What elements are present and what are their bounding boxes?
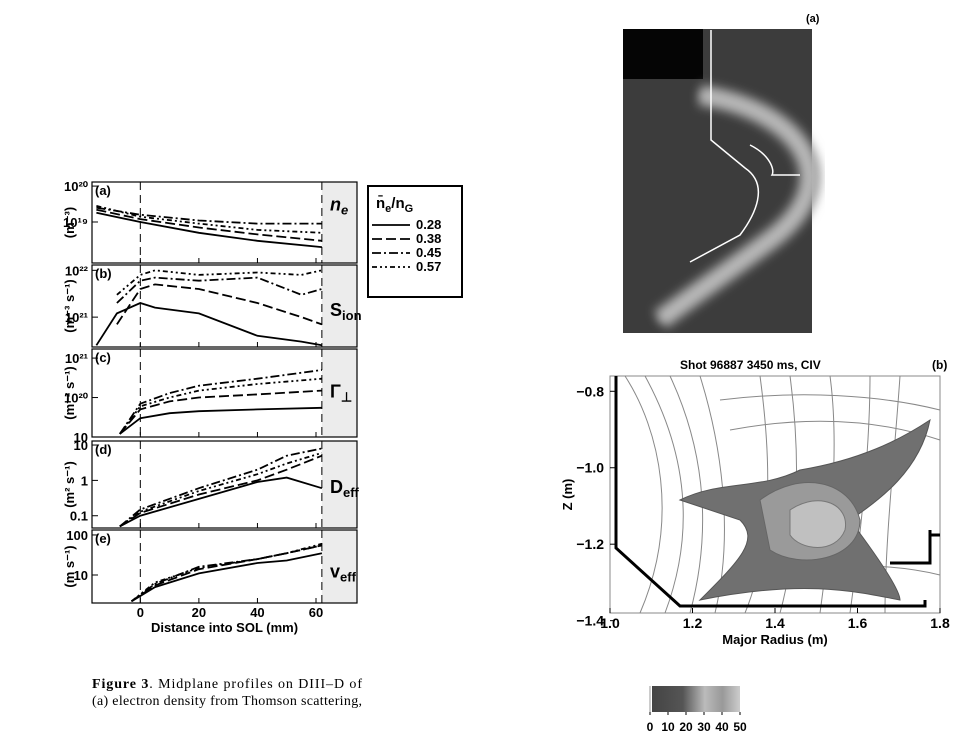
x-tick-label: 1.6 bbox=[848, 615, 868, 631]
quantity-label-main: n bbox=[330, 194, 341, 214]
y-tick-label: −1.2 bbox=[576, 536, 604, 552]
y-tick-label: 0.1 bbox=[70, 509, 88, 524]
x-tick-label: 1.4 bbox=[765, 615, 785, 631]
y-axis-label: (m s⁻¹) bbox=[62, 545, 77, 587]
panel-label: (e) bbox=[95, 531, 111, 546]
series-line bbox=[96, 210, 322, 241]
series-line bbox=[120, 453, 322, 527]
legend-title-main: /n bbox=[391, 195, 404, 212]
y-axis-label: (m⁻³ s⁻¹) bbox=[62, 279, 77, 332]
colorbar-label: 10 bbox=[661, 720, 675, 734]
series-line bbox=[117, 278, 322, 303]
series-line bbox=[120, 370, 322, 434]
quantity-label-sub: e bbox=[341, 202, 348, 217]
y-tick-label: −0.8 bbox=[576, 383, 604, 399]
x-tick-label: 60 bbox=[309, 605, 323, 620]
quantity-label-main: Γ bbox=[330, 381, 341, 401]
quantity-label-sub: eff bbox=[343, 485, 360, 500]
x-tick-label: 1.2 bbox=[683, 615, 703, 631]
y-tick-label: 10²² bbox=[65, 263, 89, 278]
x-tick-label: 0 bbox=[137, 605, 144, 620]
panel-label: (b) bbox=[95, 266, 112, 281]
colorbar-label: 30 bbox=[697, 720, 711, 734]
quantity-label-main: v bbox=[330, 561, 340, 581]
y-axis-label: (m⁻³) bbox=[62, 207, 77, 238]
y-axis-label: (m⁻² s⁻¹) bbox=[62, 366, 77, 419]
series-line bbox=[132, 545, 322, 601]
series-line bbox=[120, 391, 322, 434]
caption-line: (a) electron density from Thomson scatte… bbox=[92, 694, 362, 709]
colorbar-label: 40 bbox=[715, 720, 729, 734]
legend-label: 0.57 bbox=[416, 259, 441, 274]
colorbar-label: 20 bbox=[679, 720, 693, 734]
quantity-label-main: D bbox=[330, 477, 343, 497]
y-tick-label: 10²¹ bbox=[65, 351, 88, 366]
x-tick-label: 20 bbox=[192, 605, 206, 620]
quantity-label-sub: eff bbox=[340, 569, 357, 584]
x-axis-label: Distance into SOL (mm) bbox=[151, 620, 298, 635]
y-axis-label: (m² s⁻¹) bbox=[62, 461, 77, 508]
series-line bbox=[117, 270, 322, 295]
y-tick-label: −1.0 bbox=[576, 460, 604, 476]
legend-label: 0.38 bbox=[416, 231, 441, 246]
series-line bbox=[132, 553, 322, 601]
y-axis-label: Z (m) bbox=[560, 479, 575, 511]
image-label: (a) bbox=[806, 13, 820, 25]
y-tick-label: 100 bbox=[66, 528, 88, 543]
colorbar-label: 50 bbox=[733, 720, 747, 734]
y-tick-label: 10²⁰ bbox=[64, 179, 89, 194]
quantity-label-sub: ion bbox=[342, 308, 362, 323]
panel-frame bbox=[92, 182, 357, 263]
plot-title: Shot 96887 3450 ms, CIV bbox=[680, 358, 821, 372]
panel-label: (c) bbox=[95, 350, 111, 365]
x-axis-label: Major Radius (m) bbox=[722, 632, 827, 647]
series-line bbox=[120, 456, 322, 527]
y-tick-label: 10 bbox=[74, 438, 88, 453]
colorbar-label: 0 bbox=[647, 720, 654, 734]
quantity-label-main: S bbox=[330, 300, 342, 320]
series-line bbox=[132, 545, 322, 601]
colorbar bbox=[652, 686, 740, 712]
legend-label: 0.45 bbox=[416, 245, 441, 260]
quantity-label-sub: ⊥ bbox=[341, 389, 352, 404]
page-figure: (a) 10²⁰10¹⁹(a)(m⁻³)ne10²²10²¹(b)(m⁻³ s⁻… bbox=[0, 0, 960, 739]
panel-label: (d) bbox=[95, 442, 112, 457]
contour-plot bbox=[610, 376, 940, 613]
y-tick-label: 1 bbox=[81, 473, 88, 488]
legend-title-sub: G bbox=[405, 203, 414, 215]
camera-image bbox=[623, 29, 915, 333]
caption-line: Figure 3. Midplane profiles on DIII–D of bbox=[92, 677, 362, 692]
series-line bbox=[96, 303, 322, 345]
x-tick-label: 1.8 bbox=[930, 615, 950, 631]
y-tick-label: −1.4 bbox=[576, 613, 604, 629]
panel-frame bbox=[92, 530, 357, 603]
caption-text: . Midplane profiles on DIII–D of bbox=[149, 677, 362, 692]
plot-label: (b) bbox=[932, 358, 947, 372]
legend-title-main: n̄ bbox=[376, 194, 385, 212]
series-line bbox=[120, 408, 322, 434]
x-tick-label: 40 bbox=[250, 605, 264, 620]
series-line bbox=[96, 213, 322, 247]
legend-label: 0.28 bbox=[416, 217, 441, 232]
panel-label: (a) bbox=[95, 183, 111, 198]
series-line bbox=[120, 449, 322, 527]
caption-label: Figure 3 bbox=[92, 677, 148, 692]
page: (a) 10²⁰10¹⁹(a)(m⁻³)ne10²²10²¹(b)(m⁻³ s⁻… bbox=[0, 0, 960, 739]
series-line bbox=[96, 208, 322, 224]
